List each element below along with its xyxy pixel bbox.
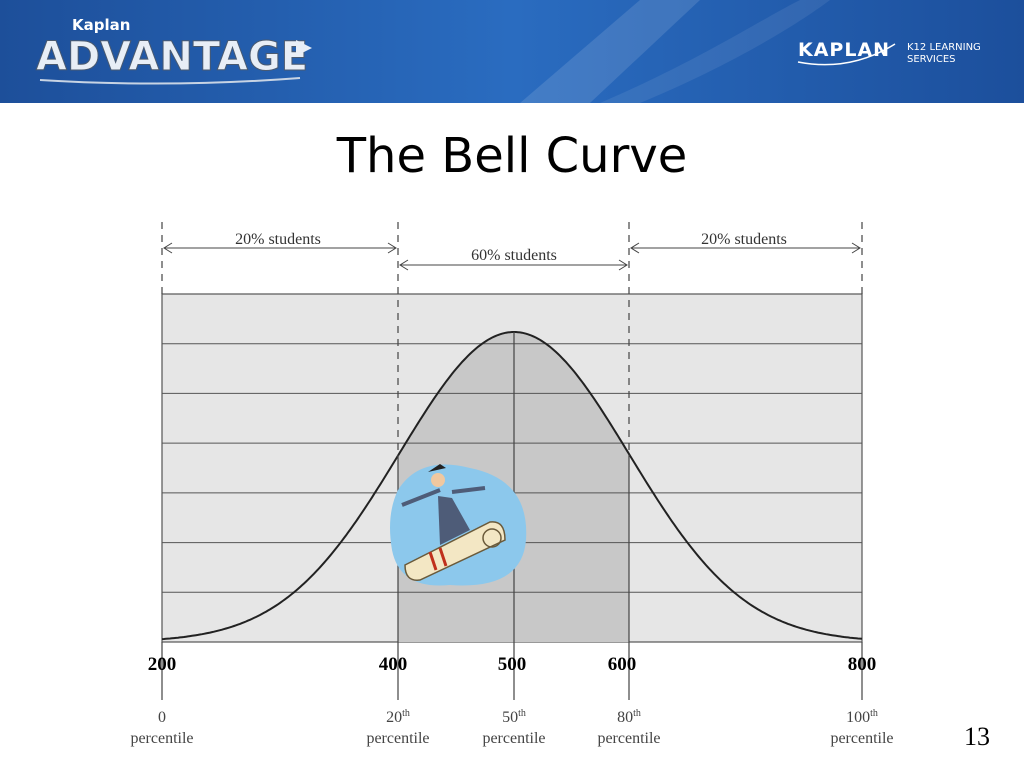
span-label: 20% students (235, 231, 321, 248)
score-label: 600 (608, 654, 637, 675)
percentile-number-value: 100 (846, 709, 870, 726)
span-arrow (163, 242, 397, 254)
header-swoosh (520, 0, 700, 103)
header-band (0, 0, 1024, 103)
score-label: 200 (148, 654, 177, 675)
logo-underline (39, 77, 301, 85)
percentile-number: 80th (617, 708, 641, 726)
percentile-number-value: 20 (386, 709, 402, 726)
span-arrow (399, 259, 628, 271)
company-division: K12 LEARNING (907, 42, 981, 53)
header-swoosh (600, 0, 830, 103)
company-swoosh (797, 43, 896, 66)
percentile-word: percentile (130, 730, 193, 747)
percentile-word: percentile (830, 730, 893, 747)
bell-curve (161, 331, 863, 641)
percentile-word: percentile (597, 730, 660, 747)
logo-kicker: Kaplan (72, 16, 130, 34)
score-label: 500 (498, 654, 527, 675)
percentile-suffix: th (518, 708, 526, 719)
percentile-number: 50th (502, 708, 526, 726)
score-label: 400 (379, 654, 408, 675)
percentile-number-value: 0 (158, 709, 166, 726)
bell-curve-diagram: 20% students 60% students 20% students (161, 222, 863, 700)
company-name: KAPLAN (798, 39, 890, 61)
percentile-label-bg (356, 728, 440, 746)
percentile-number: 0 (158, 709, 166, 726)
percentile-word: percentile (482, 730, 545, 747)
percentile-number-value: 80 (617, 709, 633, 726)
span-label: 20% students (701, 231, 787, 248)
logo-arrow (296, 40, 312, 56)
percentile-label-bg (472, 728, 556, 746)
page-number: 13 (964, 722, 990, 751)
percentile-label-bg (120, 728, 204, 746)
span-arrow (630, 242, 861, 254)
score-label: 800 (848, 654, 877, 675)
surfer-clipart (390, 464, 527, 586)
slide-title: The Bell Curve (336, 128, 688, 184)
company-division: SERVICES (907, 54, 956, 65)
percentile-number: 20th (386, 708, 410, 726)
percentile-suffix: th (633, 708, 641, 719)
percentile-label-bg (587, 728, 671, 746)
span-label: 60% students (471, 247, 557, 264)
logo-brand: ADVANTAGE (36, 34, 308, 80)
percentile-number-value: 50 (502, 709, 518, 726)
percentile-word: percentile (366, 730, 429, 747)
percentile-label-bg (820, 728, 904, 746)
percentile-number: 100th (846, 708, 878, 726)
percentile-suffix: th (402, 708, 410, 719)
percentile-suffix: th (870, 708, 878, 719)
